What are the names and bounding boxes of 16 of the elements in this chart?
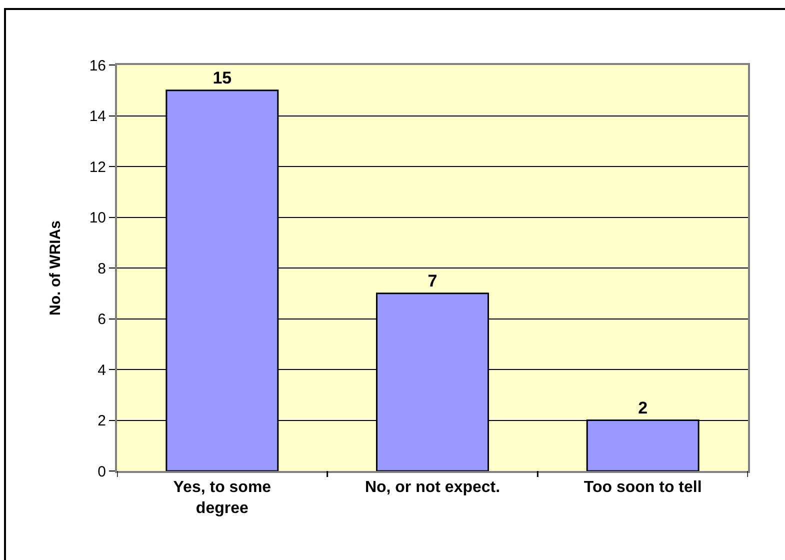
y-tick-label: 12: [89, 158, 106, 176]
data-label: 2: [638, 398, 648, 418]
y-tick-label: 4: [98, 362, 106, 379]
y-tick-label: 0: [98, 463, 106, 480]
y-tick-label: 8: [98, 260, 106, 278]
x-tick-label: Yes, to some degree: [173, 479, 272, 517]
x-tick-label: Too soon to tell: [584, 479, 702, 496]
y-axis-title: No. of WRIAs: [47, 220, 64, 316]
y-tick-label: 10: [89, 210, 106, 226]
y-tick-label: 14: [89, 108, 106, 125]
y-tick-label: 2: [98, 412, 106, 430]
y-tick-label: 6: [98, 311, 106, 328]
y-tick-label: 16: [89, 57, 106, 74]
data-label: 15: [212, 68, 232, 88]
x-tick-label: No, or not expect.: [364, 479, 500, 496]
data-label: 7: [428, 271, 438, 290]
